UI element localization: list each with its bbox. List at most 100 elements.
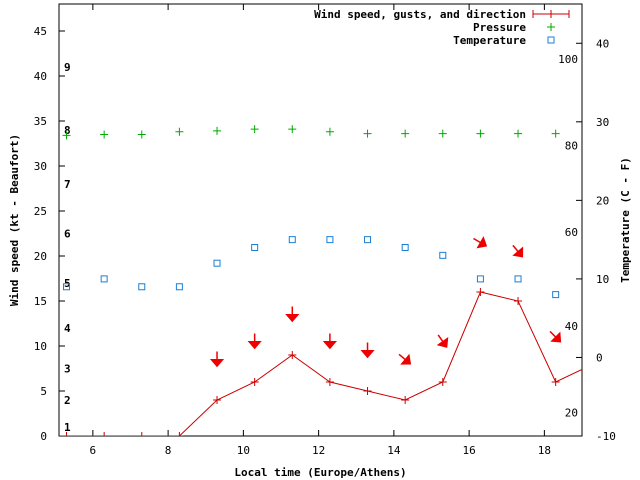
pressure-point — [62, 131, 71, 140]
beaufort-label: 7 — [64, 178, 71, 191]
legend-label: Pressure — [473, 21, 526, 34]
wind-speed-point — [401, 396, 410, 404]
pressure-point — [401, 129, 410, 138]
pressure-point — [363, 129, 372, 138]
y-tick-label: 40 — [34, 70, 47, 83]
wind-direction-arrow — [473, 236, 488, 249]
temperature-point — [439, 251, 447, 259]
y-tick-label: 15 — [34, 295, 47, 308]
pressure-point — [476, 129, 485, 138]
fahrenheit-label: 40 — [565, 320, 578, 333]
temperature-point — [364, 236, 372, 244]
beaufort-label: 2 — [64, 394, 71, 407]
legend-temperature-marker — [547, 36, 555, 44]
legend-pressure-marker — [547, 23, 555, 31]
temperature-point — [326, 236, 334, 244]
temperature-point — [288, 236, 296, 244]
wind-speed-point — [476, 288, 485, 296]
wind-speed-point — [25, 432, 33, 440]
y-tick-label: 45 — [34, 25, 47, 38]
fahrenheit-label: 20 — [565, 406, 578, 419]
temperature-point — [138, 283, 146, 291]
y2-tick-label: 10 — [596, 273, 609, 286]
wind-direction-arrow — [512, 244, 524, 258]
beaufort-label: 3 — [64, 363, 71, 376]
wind-speed-point — [438, 378, 447, 386]
wind-speed-point — [213, 396, 222, 404]
wind-speed-point — [137, 432, 146, 436]
pressure-point — [213, 126, 222, 135]
wind-speed-point — [175, 432, 184, 436]
pressure-point — [325, 127, 334, 136]
beaufort-label: 8 — [64, 124, 71, 137]
wind-direction-arrow — [247, 333, 262, 350]
wind-speed-point — [325, 378, 334, 386]
pressure-point — [551, 129, 560, 138]
pressure-point — [514, 129, 523, 138]
y-tick-label: 0 — [40, 430, 47, 443]
temperature-point — [175, 283, 183, 291]
beaufort-label: 4 — [64, 322, 71, 335]
wind-direction-arrow — [549, 330, 562, 343]
y2-tick-label: 20 — [596, 194, 609, 207]
x-tick-label: 6 — [90, 444, 97, 457]
legend-label: Wind speed, gusts, and direction — [314, 8, 526, 21]
wind-speed-point — [551, 378, 560, 386]
y2-tick-label: 30 — [596, 116, 609, 129]
legend-wind-marker — [532, 10, 570, 18]
temperature-point — [476, 275, 484, 283]
beaufort-label: 9 — [64, 61, 71, 74]
pressure-point — [438, 129, 447, 138]
wind-speed-point — [514, 297, 523, 305]
x-tick-label: 18 — [538, 444, 551, 457]
wind-direction-arrow — [398, 353, 412, 365]
y2-tick-label: 40 — [596, 37, 609, 50]
legend-label: Temperature — [453, 34, 526, 47]
temperature-point — [552, 291, 560, 299]
x-axis-label: Local time (Europe/Athens) — [234, 466, 406, 479]
x-tick-label: 8 — [165, 444, 172, 457]
y-tick-label: 25 — [34, 205, 47, 218]
temperature-point — [514, 275, 522, 283]
wind-speed-line — [59, 291, 582, 436]
wind-direction-arrow — [360, 342, 375, 359]
x-tick-label: 12 — [312, 444, 325, 457]
y-tick-label: 10 — [34, 340, 47, 353]
y-tick-label: 20 — [34, 250, 47, 263]
y-tick-label: 35 — [34, 115, 47, 128]
y2-tick-label: -10 — [596, 430, 616, 443]
wind-speed-point — [62, 432, 71, 436]
wind-direction-arrow — [285, 306, 300, 323]
fahrenheit-label: 100 — [558, 53, 578, 66]
temperature-point — [251, 243, 259, 251]
beaufort-label: 1 — [64, 421, 71, 434]
y-tick-label: 5 — [40, 385, 47, 398]
plot-border — [58, 3, 583, 437]
wind-direction-arrow — [436, 334, 449, 348]
beaufort-label: 6 — [64, 228, 71, 241]
x-tick-label: 10 — [237, 444, 250, 457]
x-tick-label: 14 — [387, 444, 401, 457]
temperature-point — [100, 275, 108, 283]
pressure-point — [250, 125, 259, 134]
wind-direction-arrow — [322, 333, 337, 350]
wind-speed-point — [288, 351, 297, 359]
y-axis-label: Wind speed (kt - Beaufort) — [8, 134, 21, 306]
x-tick-label: 16 — [462, 444, 475, 457]
pressure-point — [288, 125, 297, 134]
fahrenheit-label: 60 — [565, 226, 578, 239]
fahrenheit-label: 80 — [565, 139, 578, 152]
y-tick-label: 30 — [34, 160, 47, 173]
pressure-point — [137, 130, 146, 139]
y2-axis-label: Temperature (C - F) — [619, 157, 632, 283]
y2-tick-label: 0 — [596, 351, 603, 364]
wind-speed-point — [250, 378, 259, 386]
wind-speed-point — [363, 387, 372, 395]
pressure-point — [100, 130, 109, 139]
temperature-point — [63, 283, 71, 291]
wind-speed-point — [100, 432, 109, 436]
temperature-point — [213, 259, 221, 267]
pressure-point — [175, 127, 184, 136]
wind-direction-arrow — [209, 351, 225, 368]
